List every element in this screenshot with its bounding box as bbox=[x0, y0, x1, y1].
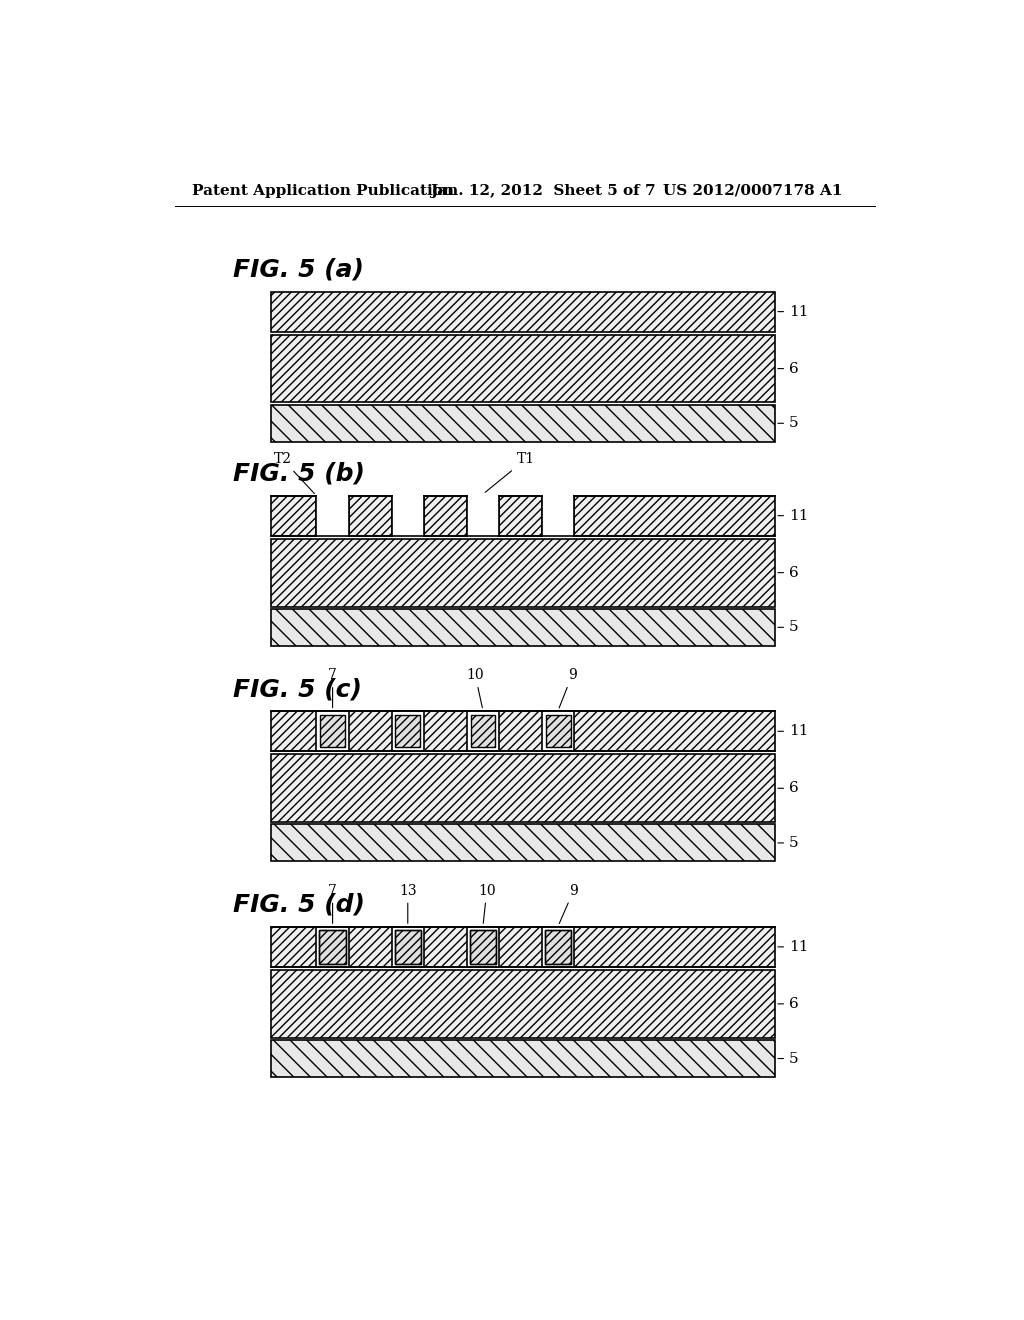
Text: FIG. 5 (b): FIG. 5 (b) bbox=[232, 462, 365, 486]
Bar bbox=[271, 970, 775, 1038]
Text: 6: 6 bbox=[778, 781, 799, 795]
Bar bbox=[542, 496, 574, 536]
Text: Jan. 12, 2012  Sheet 5 of 7: Jan. 12, 2012 Sheet 5 of 7 bbox=[430, 183, 656, 198]
Text: 6: 6 bbox=[778, 566, 799, 579]
Bar bbox=[316, 927, 349, 966]
Text: US 2012/0007178 A1: US 2012/0007178 A1 bbox=[663, 183, 843, 198]
Text: 5: 5 bbox=[778, 620, 799, 635]
Text: 5: 5 bbox=[778, 836, 799, 850]
Text: Patent Application Publication: Patent Application Publication bbox=[191, 183, 454, 198]
Bar bbox=[271, 711, 775, 751]
Bar bbox=[545, 929, 571, 964]
Text: 5: 5 bbox=[778, 416, 799, 430]
Text: 11: 11 bbox=[778, 508, 809, 523]
Bar bbox=[316, 496, 349, 536]
Bar bbox=[271, 405, 775, 442]
Bar bbox=[394, 929, 421, 964]
Bar bbox=[500, 496, 542, 536]
Bar bbox=[467, 927, 500, 966]
Bar bbox=[542, 711, 574, 751]
Bar bbox=[542, 927, 574, 966]
Bar bbox=[395, 715, 420, 747]
Bar bbox=[271, 1040, 775, 1077]
Bar bbox=[391, 927, 424, 966]
Bar bbox=[271, 496, 316, 536]
Text: 9: 9 bbox=[559, 668, 577, 708]
Bar bbox=[271, 825, 775, 862]
Bar bbox=[271, 927, 775, 966]
Bar bbox=[319, 929, 346, 964]
Bar bbox=[271, 755, 775, 822]
Bar bbox=[316, 711, 349, 751]
Bar bbox=[542, 711, 574, 751]
Text: 7: 7 bbox=[328, 668, 337, 708]
Text: 5: 5 bbox=[778, 1052, 799, 1065]
Text: 11: 11 bbox=[778, 725, 809, 738]
Text: 9: 9 bbox=[559, 883, 578, 924]
Bar bbox=[467, 711, 500, 751]
Bar bbox=[394, 929, 421, 964]
Bar bbox=[391, 711, 424, 751]
Text: 6: 6 bbox=[778, 997, 799, 1011]
Bar bbox=[467, 927, 500, 966]
Text: 10: 10 bbox=[466, 668, 484, 708]
Bar bbox=[271, 292, 775, 331]
Text: T2: T2 bbox=[273, 453, 314, 494]
Bar bbox=[271, 335, 775, 403]
Text: 6: 6 bbox=[778, 362, 799, 376]
Bar bbox=[391, 927, 424, 966]
Bar bbox=[545, 929, 571, 964]
Bar bbox=[316, 927, 349, 966]
Bar bbox=[391, 711, 424, 751]
Bar bbox=[349, 496, 391, 536]
Text: FIG. 5 (a): FIG. 5 (a) bbox=[232, 257, 364, 281]
Bar bbox=[391, 496, 424, 536]
Bar bbox=[471, 715, 496, 747]
Bar bbox=[319, 929, 346, 964]
Bar bbox=[470, 929, 496, 964]
Text: FIG. 5 (d): FIG. 5 (d) bbox=[232, 892, 365, 917]
Text: 11: 11 bbox=[778, 940, 809, 954]
Text: T1: T1 bbox=[485, 453, 535, 492]
Bar bbox=[574, 496, 775, 536]
Bar bbox=[271, 609, 775, 645]
Bar bbox=[542, 927, 574, 966]
Bar bbox=[470, 929, 496, 964]
Bar bbox=[316, 711, 349, 751]
Bar bbox=[271, 539, 775, 607]
Bar bbox=[467, 496, 500, 536]
Bar bbox=[424, 496, 467, 536]
Text: 7: 7 bbox=[328, 883, 337, 923]
Text: 11: 11 bbox=[778, 305, 809, 318]
Bar bbox=[546, 715, 570, 747]
Text: 10: 10 bbox=[478, 883, 496, 923]
Bar bbox=[467, 711, 500, 751]
Bar bbox=[321, 715, 345, 747]
Text: FIG. 5 (c): FIG. 5 (c) bbox=[232, 677, 361, 701]
Text: 13: 13 bbox=[399, 883, 417, 923]
